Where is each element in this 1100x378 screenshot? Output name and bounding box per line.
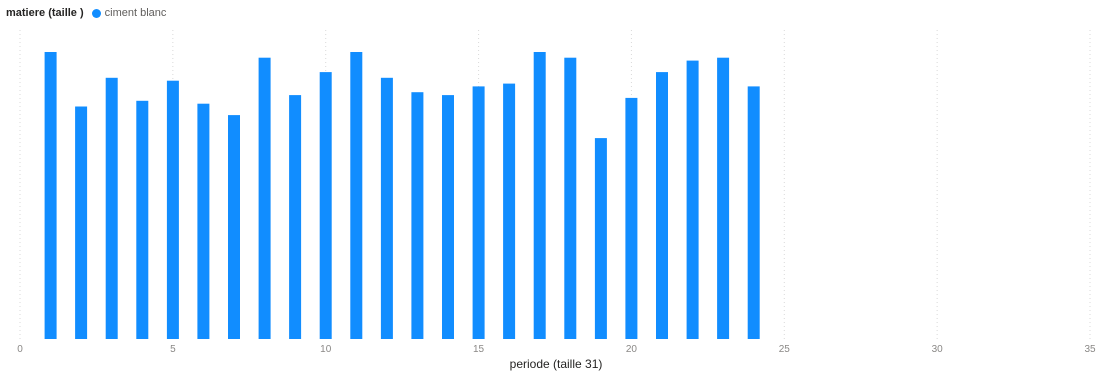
legend-item-ciment-blanc[interactable]: ciment blanc xyxy=(91,7,167,19)
x-tick-label: 35 xyxy=(1084,344,1096,355)
bar-periode-11[interactable] xyxy=(350,52,363,339)
bar-periode-15[interactable] xyxy=(472,86,485,340)
x-tick-label: 5 xyxy=(170,344,176,355)
x-tick-label: 10 xyxy=(320,344,332,355)
x-tick-label: 15 xyxy=(473,344,485,355)
bar-periode-9[interactable] xyxy=(289,95,302,339)
bar-periode-21[interactable] xyxy=(656,72,668,339)
x-tick-label: 20 xyxy=(626,344,638,355)
bar-periode-16[interactable] xyxy=(503,83,516,339)
bar-periode-22[interactable] xyxy=(686,60,699,339)
bar-periode-6[interactable] xyxy=(197,103,210,339)
x-tick-label: 25 xyxy=(779,344,791,355)
bar-periode-13[interactable] xyxy=(411,92,424,339)
bar-periode-10[interactable] xyxy=(319,72,332,339)
legend-title: matiere (taille ) xyxy=(6,7,84,19)
x-tick-label: 30 xyxy=(932,344,944,355)
bar-periode-18[interactable] xyxy=(564,57,577,339)
x-axis-title: periode (taille 31) xyxy=(510,357,603,371)
bar-periode-4[interactable] xyxy=(136,100,149,339)
bar-periode-5[interactable] xyxy=(166,80,179,339)
bar-periode-3[interactable] xyxy=(105,77,118,340)
legend: matiere (taille ) ciment blanc xyxy=(6,5,166,21)
bar-periode-20[interactable] xyxy=(625,97,638,340)
legend-marker-icon xyxy=(91,8,101,18)
bar-periode-2[interactable] xyxy=(75,106,88,340)
bar-periode-19[interactable] xyxy=(594,138,607,339)
bar-periode-17[interactable] xyxy=(533,52,546,339)
bar-periode-24[interactable] xyxy=(747,86,760,340)
x-tick-label: 0 xyxy=(17,344,23,355)
bar-series xyxy=(44,52,760,340)
gridlines xyxy=(19,30,1091,339)
x-axis-ticks: 0 5 10 15 20 25 30 35 xyxy=(17,344,1096,355)
bar-periode-1[interactable] xyxy=(44,52,57,339)
bar-periode-12[interactable] xyxy=(380,77,393,340)
legend-item-label: ciment blanc xyxy=(104,7,167,19)
bar-periode-23[interactable] xyxy=(717,57,730,339)
bar-periode-8[interactable] xyxy=(258,57,271,339)
bar-periode-7[interactable] xyxy=(228,115,240,339)
bar-periode-14[interactable] xyxy=(442,95,454,339)
